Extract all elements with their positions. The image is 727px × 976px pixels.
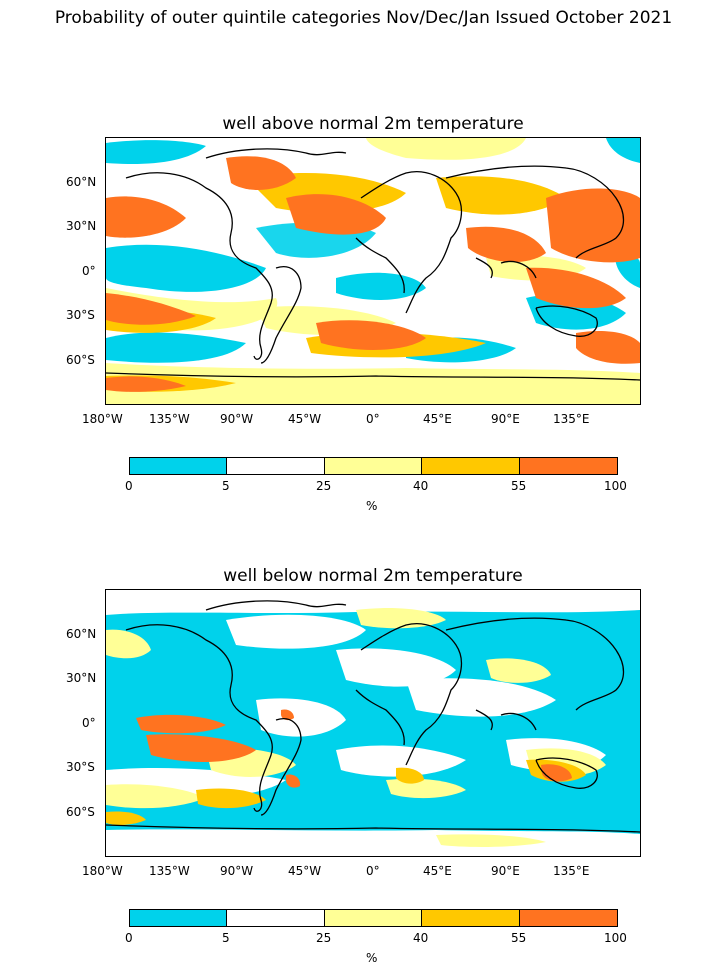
- colorbar-level: 100: [604, 479, 627, 493]
- lon-tick: 45°E: [423, 864, 452, 878]
- map-below-normal: [105, 589, 641, 857]
- colorbar-segment: [519, 458, 617, 474]
- figure-title: Probability of outer quintile categories…: [54, 8, 673, 28]
- colorbar-level: 25: [316, 479, 332, 493]
- colorbar-level: 100: [604, 931, 627, 945]
- colorbar-segment: [227, 458, 325, 474]
- panel-title-above: well above normal 2m temperature: [222, 114, 524, 134]
- lat-tick: 30°S: [66, 760, 95, 774]
- panel-title-below: well below normal 2m temperature: [223, 566, 523, 586]
- colorbar-segment: [324, 458, 423, 474]
- lon-tick: 180°W: [82, 412, 123, 426]
- colorbar-below: [129, 909, 618, 927]
- colorbar-segment: [519, 910, 617, 926]
- colorbar-unit: %: [366, 499, 378, 513]
- lat-tick: 0°: [82, 264, 96, 278]
- lon-tick: 45°E: [423, 412, 452, 426]
- colorbar-segment: [227, 910, 325, 926]
- map-above-normal-canvas: [105, 138, 641, 404]
- lat-tick: 30°N: [66, 671, 97, 685]
- lon-tick: 0°: [366, 864, 380, 878]
- lat-tick: 0°: [82, 716, 96, 730]
- lon-tick: 90°W: [220, 864, 254, 878]
- lon-tick: 90°E: [491, 864, 520, 878]
- lat-tick: 60°S: [66, 805, 95, 819]
- lon-tick: 135°W: [149, 412, 190, 426]
- colorbar-above: [129, 457, 618, 475]
- lon-tick: 90°W: [220, 412, 254, 426]
- lon-tick: 135°W: [149, 864, 190, 878]
- lon-tick: 180°W: [82, 864, 123, 878]
- colorbar-level: 40: [413, 479, 429, 493]
- colorbar-level: 25: [316, 931, 332, 945]
- lat-tick: 30°S: [66, 308, 95, 322]
- colorbar-level: 0: [125, 479, 133, 493]
- lon-tick: 45°W: [288, 412, 322, 426]
- colorbar-level: 55: [511, 931, 527, 945]
- colorbar-level: 5: [222, 931, 230, 945]
- lat-tick: 60°N: [66, 627, 97, 641]
- colorbar-segment: [130, 910, 228, 926]
- colorbar-segment: [130, 458, 228, 474]
- colorbar-segment: [422, 910, 520, 926]
- colorbar-level: 40: [413, 931, 429, 945]
- lon-tick: 45°W: [288, 864, 322, 878]
- colorbar-level: 0: [125, 931, 133, 945]
- lat-tick: 60°S: [66, 353, 95, 367]
- lon-tick: 135°E: [553, 864, 590, 878]
- colorbar-level: 5: [222, 479, 230, 493]
- colorbar-level: 55: [511, 479, 527, 493]
- lat-tick: 60°N: [66, 175, 97, 189]
- lon-tick: 135°E: [553, 412, 590, 426]
- colorbar-segment: [324, 910, 423, 926]
- colorbar-unit: %: [366, 951, 378, 965]
- map-below-normal-canvas: [105, 590, 641, 856]
- lat-tick: 30°N: [66, 219, 97, 233]
- map-above-normal: [105, 137, 641, 405]
- colorbar-segment: [422, 458, 520, 474]
- lon-tick: 90°E: [491, 412, 520, 426]
- lon-tick: 0°: [366, 412, 380, 426]
